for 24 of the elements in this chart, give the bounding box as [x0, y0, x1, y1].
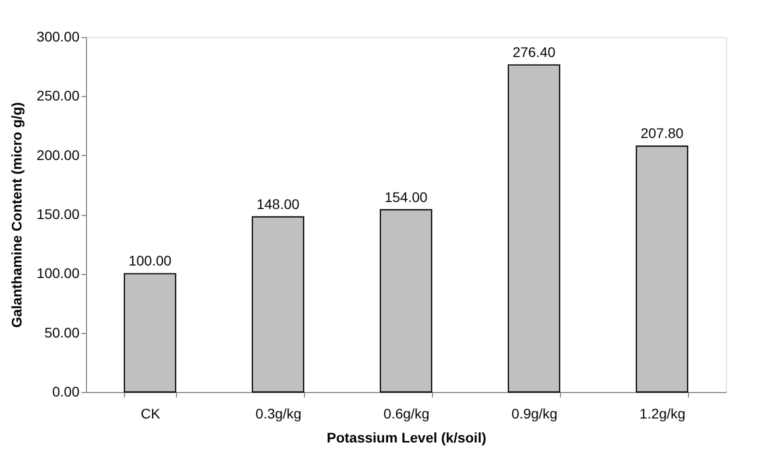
- x-tick-label: 0.9g/kg: [512, 406, 558, 422]
- x-tick-label: CK: [140, 406, 161, 422]
- x-axis-title: Potassium Level (k/soil): [326, 430, 486, 446]
- y-tick-label: 300.00: [36, 28, 80, 44]
- y-tick-label: 50.00: [44, 324, 80, 340]
- bar: [124, 273, 176, 393]
- data-label: 207.80: [640, 125, 684, 142]
- data-label: 276.40: [512, 44, 556, 60]
- bar: [636, 146, 688, 393]
- y-axis-title: Galanthamine Content (micro g/g): [8, 102, 25, 328]
- data-label: 148.00: [256, 196, 300, 212]
- bar: [508, 64, 560, 393]
- y-tick-label: 250.00: [36, 88, 80, 104]
- x-tick-label: 0.6g/kg: [384, 406, 430, 422]
- x-tick-label: 1.2g/kg: [640, 406, 686, 422]
- data-label: 154.00: [384, 188, 428, 205]
- y-tick-label: 100.00: [36, 265, 80, 282]
- bar: [252, 216, 304, 393]
- bar: [380, 209, 432, 393]
- data-label: 100.00: [128, 252, 172, 269]
- x-tick-label: 0.3g/kg: [256, 406, 302, 422]
- y-tick-label: 150.00: [36, 206, 80, 222]
- y-tick-label: 200.00: [36, 146, 80, 163]
- y-tick-label: 0.00: [52, 384, 80, 400]
